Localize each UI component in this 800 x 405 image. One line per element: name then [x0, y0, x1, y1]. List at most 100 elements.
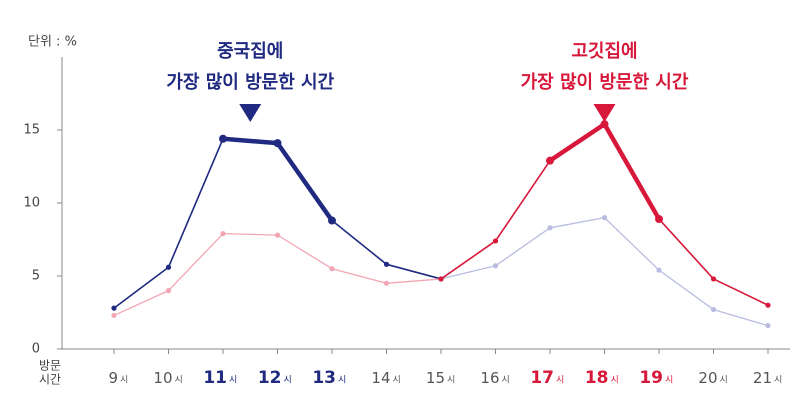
- x-tick-label: 17: [530, 368, 554, 388]
- x-tick-label: 19: [639, 368, 663, 388]
- x-tick-suffix: 시: [338, 375, 346, 386]
- x-tick-label: 18: [585, 368, 609, 388]
- data-point: [547, 225, 553, 231]
- x-tick-suffix: 시: [665, 375, 673, 386]
- x-tick-suffix: 시: [774, 375, 782, 386]
- data-point: [273, 139, 282, 148]
- x-tick-number: 16: [480, 369, 499, 387]
- highlight-line: [548, 121, 661, 221]
- x-tick-number: 14: [371, 369, 390, 387]
- line-segment: [331, 219, 388, 265]
- x-tick-number: 19: [639, 368, 663, 388]
- line-segment: [658, 269, 714, 311]
- x-tick-suffix: 시: [502, 375, 510, 386]
- line-segment: [168, 233, 224, 292]
- line-segment: [277, 234, 333, 270]
- x-tick-label: 21: [753, 369, 772, 387]
- data-point: [111, 305, 117, 311]
- x-tick-number: 9: [108, 369, 118, 387]
- data-point: [710, 276, 717, 282]
- line-segment: [713, 308, 769, 327]
- x-tick-number: 21: [753, 369, 772, 387]
- y-tick-label: 10: [23, 196, 40, 211]
- data-point: [600, 120, 609, 129]
- line-segment: [440, 240, 496, 280]
- x-tick-label: 12: [258, 368, 282, 388]
- line-segment: [495, 227, 551, 267]
- x-tick-suffix: 시: [393, 375, 401, 386]
- line-segment: [222, 233, 278, 236]
- annotation: 고깃집에: [571, 41, 637, 62]
- data-point: [329, 266, 335, 272]
- data-point: [765, 323, 771, 329]
- x-tick-number: 10: [153, 369, 172, 387]
- data-point: [492, 263, 499, 269]
- annotation: 중국집에: [217, 41, 283, 62]
- data-point: [438, 276, 444, 282]
- x-tick-number: 12: [258, 368, 282, 388]
- x-tick-number: 11: [203, 368, 227, 388]
- x-tick-suffix: 시: [229, 375, 237, 386]
- annotation-arrow: [239, 104, 262, 122]
- x-tick-suffix: 시: [120, 375, 128, 386]
- x-tick-label: 13: [312, 368, 336, 388]
- data-point: [219, 134, 227, 143]
- y-tick-label: 5: [32, 269, 40, 284]
- data-point: [492, 238, 499, 244]
- line-segment: [713, 278, 769, 306]
- data-point: [546, 156, 554, 165]
- data-point: [165, 264, 172, 270]
- line-segment: [494, 160, 551, 242]
- unit-label: 단위 : %: [28, 35, 77, 50]
- data-point: [601, 215, 608, 221]
- y-tick-label: 0: [32, 342, 40, 357]
- data-point: [710, 306, 717, 313]
- x-tick-number: 17: [530, 368, 554, 388]
- line-segment: [604, 217, 660, 271]
- x-tick-label: 10: [153, 369, 172, 387]
- line-segment: [440, 265, 496, 280]
- data-point: [656, 267, 662, 273]
- highlight-line: [222, 136, 334, 222]
- x-axis-label: 방문: [39, 359, 61, 373]
- x-tick-number: 20: [698, 369, 717, 387]
- x-tick-label: 9: [108, 369, 118, 387]
- annotation: 가장 많이 방문한 시간: [521, 72, 689, 93]
- line-segment: [386, 278, 442, 284]
- data-point: [274, 232, 281, 238]
- x-tick-suffix: 시: [556, 375, 564, 386]
- line-segment: [331, 268, 387, 284]
- x-tick-number: 13: [312, 368, 336, 388]
- x-tick-number: 15: [426, 369, 445, 387]
- x-axis-label: 시간: [39, 373, 61, 387]
- data-point: [765, 302, 771, 308]
- x-tick-suffix: 시: [175, 375, 183, 386]
- x-tick-label: 11: [203, 368, 227, 388]
- data-point: [655, 215, 663, 224]
- data-point: [165, 288, 172, 294]
- line-segment: [658, 218, 715, 280]
- x-tick-suffix: 시: [720, 375, 728, 386]
- line-segment: [549, 216, 605, 229]
- line-segment: [167, 138, 224, 268]
- data-point: [111, 312, 117, 319]
- line-segment: [113, 290, 169, 317]
- x-tick-label: 16: [480, 369, 499, 387]
- x-tick-suffix: 시: [284, 375, 292, 386]
- y-tick-label: 15: [23, 123, 40, 138]
- x-tick-label: 14: [371, 369, 390, 387]
- line-segment: [386, 263, 442, 280]
- line-segment: [113, 266, 169, 309]
- x-tick-label: 15: [426, 369, 445, 387]
- annotation: 가장 많이 방문한 시간: [166, 72, 334, 93]
- data-point: [383, 280, 390, 286]
- data-point: [383, 261, 390, 267]
- x-tick-number: 18: [585, 368, 609, 388]
- annotation-arrow: [593, 104, 616, 122]
- x-tick-suffix: 시: [447, 375, 455, 386]
- data-point: [328, 216, 336, 225]
- x-tick-label: 20: [698, 369, 717, 387]
- data-point: [220, 231, 226, 237]
- x-tick-suffix: 시: [611, 375, 619, 386]
